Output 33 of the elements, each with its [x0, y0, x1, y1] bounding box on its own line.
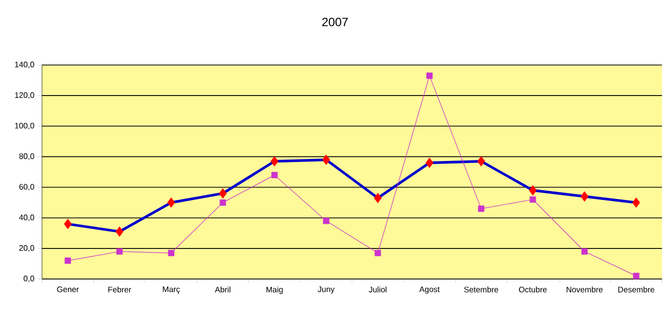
- x-tick-label: Setembre: [464, 286, 498, 292]
- x-tick-label: Febrer: [108, 286, 132, 292]
- point: [168, 250, 174, 256]
- point: [220, 199, 226, 206]
- x-tick-label: Desembre: [618, 286, 654, 292]
- point: [426, 72, 433, 79]
- x-tick-label: Març: [162, 286, 180, 294]
- chart-title: 2007: [322, 18, 348, 26]
- y-tick-label: 100,0: [15, 122, 34, 130]
- point: [374, 250, 381, 256]
- y-tick-label: 0,0: [24, 276, 34, 282]
- x-tick-label: Juliol: [368, 286, 386, 292]
- point: [64, 258, 71, 264]
- point: [530, 196, 536, 203]
- x-tick-label: Octubre: [518, 286, 547, 292]
- x-tick-label: Juny: [318, 286, 335, 294]
- y-tick-label: 120,0: [15, 92, 34, 99]
- y-tick-label: 60,0: [19, 184, 34, 191]
- y-tick-label: 80,0: [19, 153, 34, 160]
- x-tick-label: Gener: [57, 286, 79, 292]
- point: [116, 248, 123, 255]
- point: [581, 248, 588, 255]
- y-tick-label: 20,0: [19, 245, 34, 252]
- point: [271, 172, 278, 178]
- x-tick-label: Maig: [266, 286, 283, 294]
- x-tick-label: Agost: [419, 286, 440, 294]
- point: [633, 272, 640, 280]
- x-tick-label: Abril: [214, 286, 230, 292]
- y-tick-label: 40,0: [19, 214, 34, 222]
- y-tick-label: 140,0: [15, 62, 34, 68]
- point: [323, 218, 330, 224]
- point: [478, 206, 484, 212]
- x-tick-label: Novembre: [566, 286, 603, 292]
